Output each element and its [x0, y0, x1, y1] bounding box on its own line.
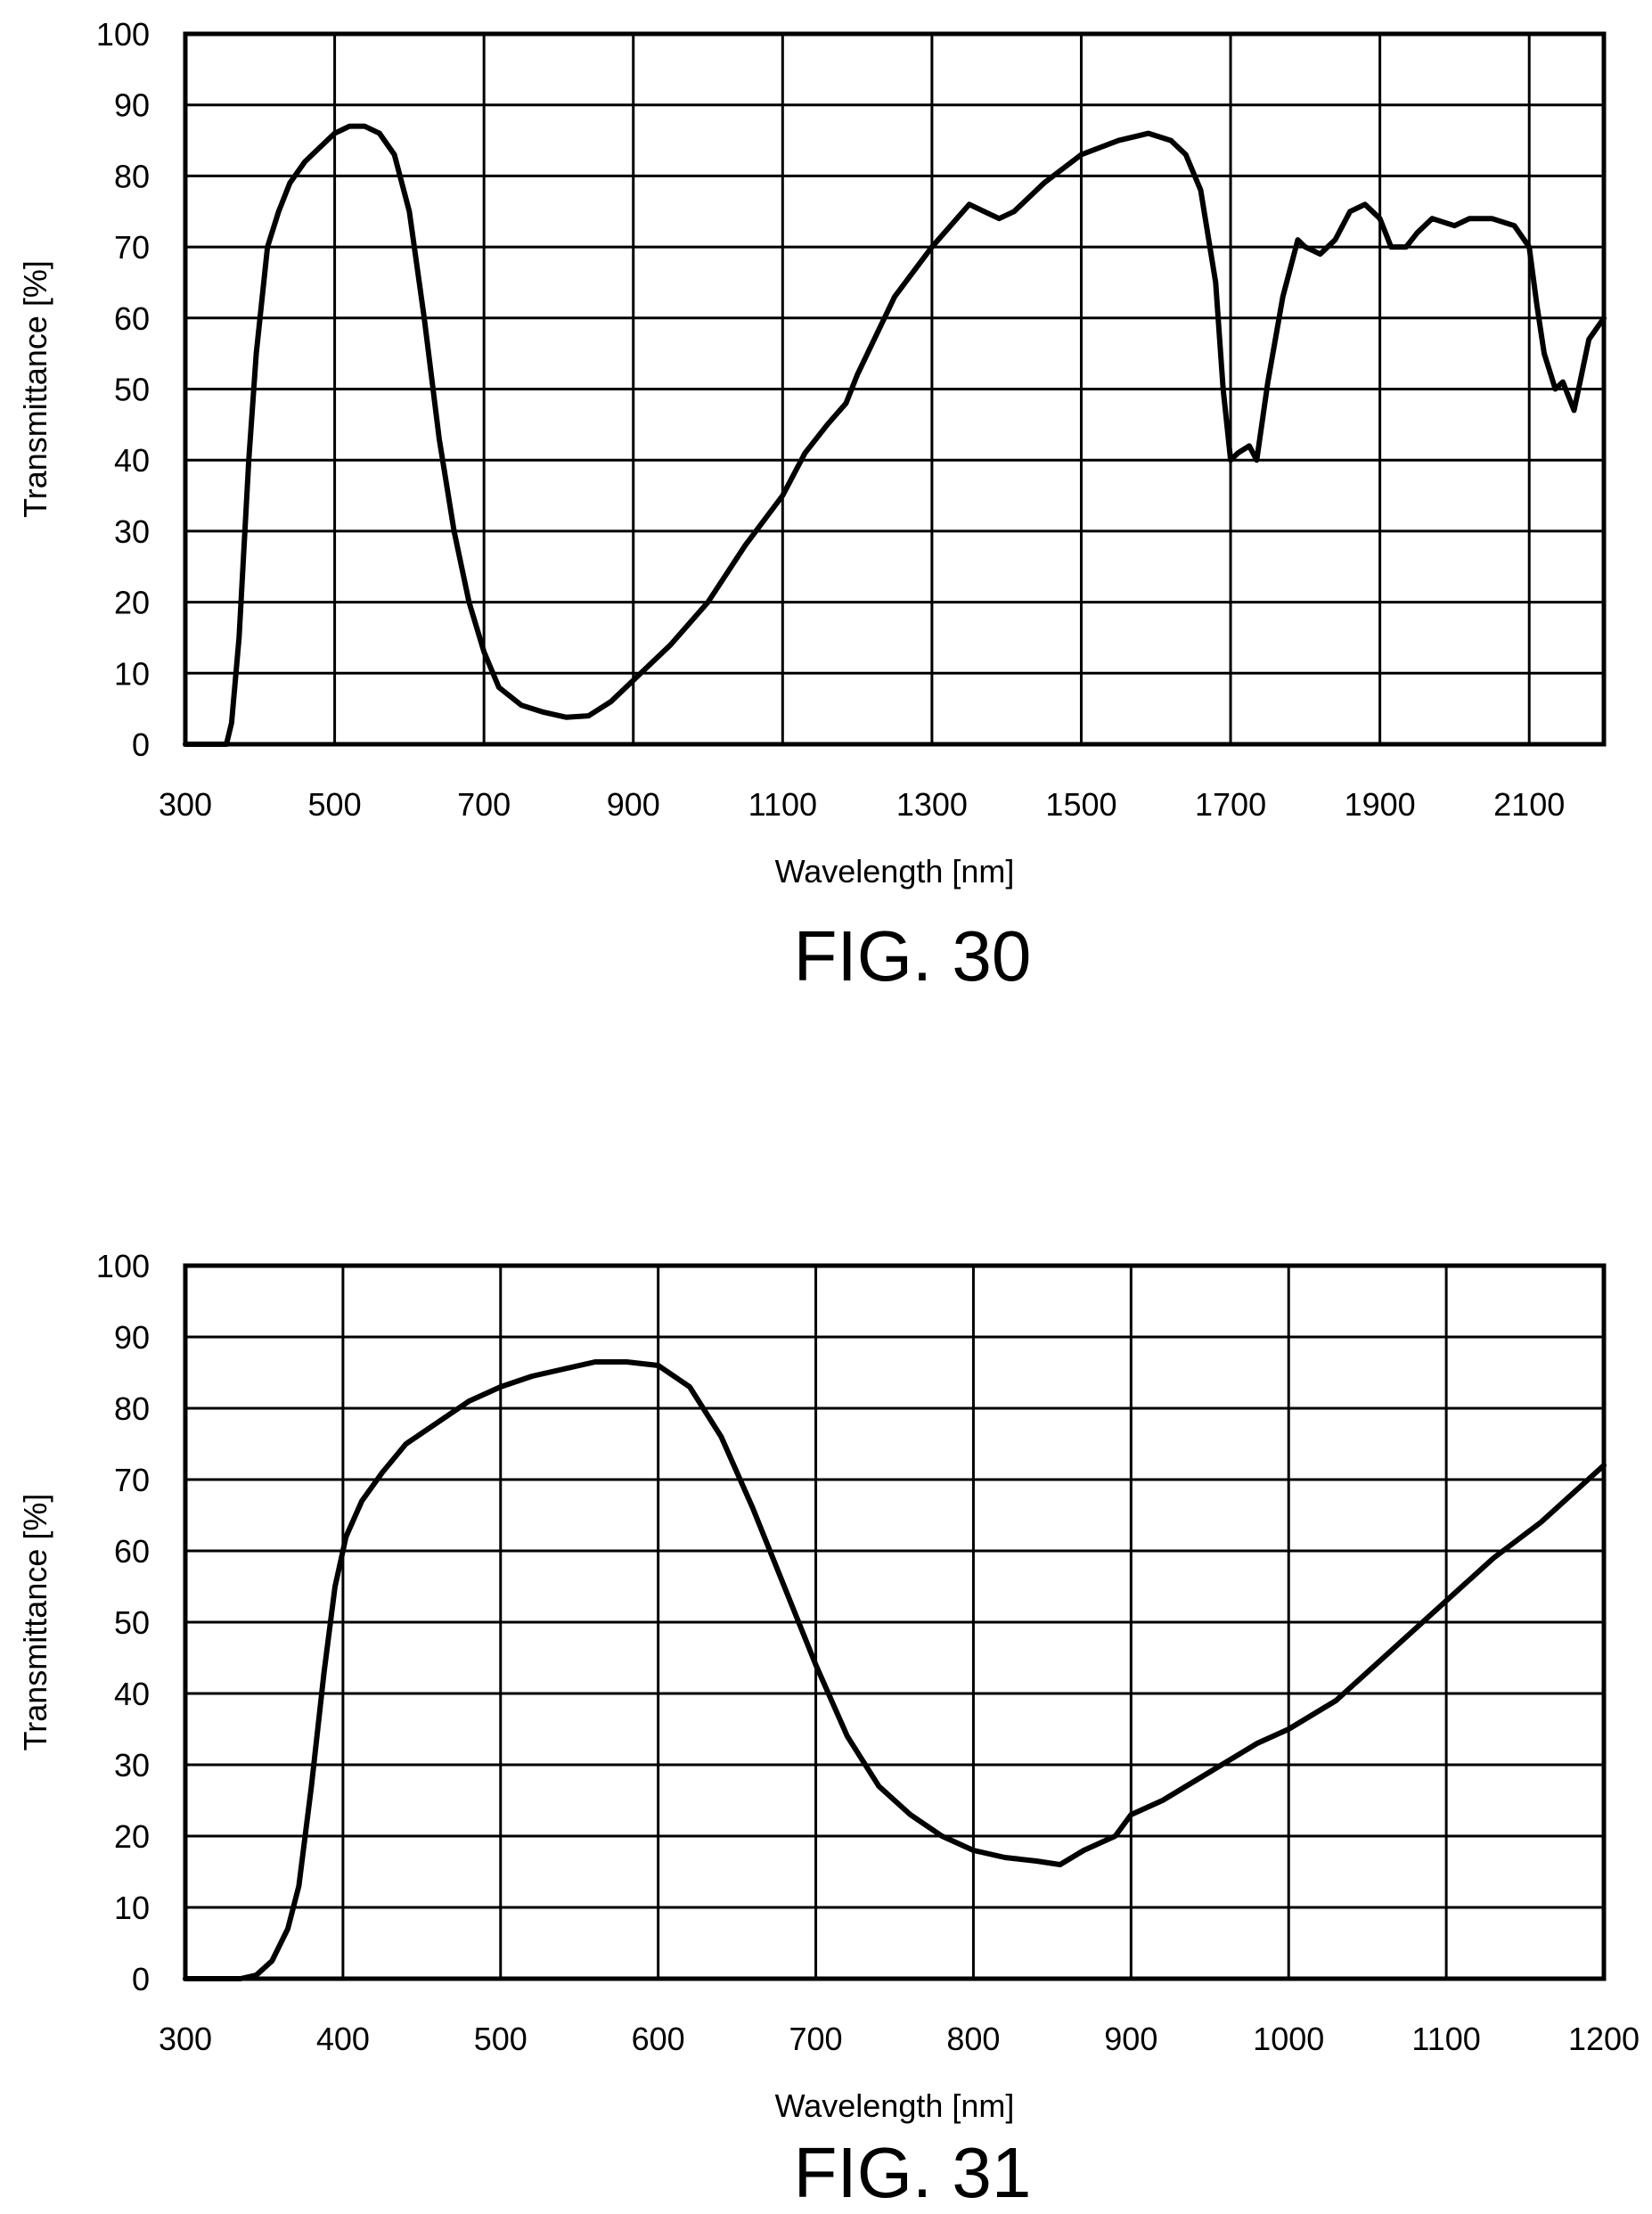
fig31-ytick-label: 30 [114, 1747, 150, 1784]
fig30-ytick-label: 90 [114, 87, 150, 124]
fig31-ytick-label: 10 [114, 1890, 150, 1926]
fig31-caption: FIG. 31 [794, 2133, 1032, 2212]
fig31-series-line-0 [183, 1359, 1607, 1981]
fig30-ytick-label: 70 [114, 229, 150, 266]
fig30-xtick-label: 1100 [748, 786, 817, 823]
fig30-ytick-label: 30 [114, 513, 150, 550]
fig30-series-line-0 [183, 123, 1607, 747]
fig31-ytick-label: 20 [114, 1818, 150, 1855]
fig31-xtick-label: 500 [474, 2021, 527, 2057]
fig31-ytick-label: 80 [114, 1390, 150, 1427]
fig31-xtick-label: 400 [316, 2021, 370, 2057]
fig30-ylabel: Transmittance [%] [17, 260, 53, 518]
fig30-xtick-label: 2100 [1493, 786, 1565, 823]
fig31-ytick-label: 40 [114, 1676, 150, 1712]
chart-fig31: 0 10 20 30 40 50 60 70 80 90 100 300 400 500 600 700 800… [17, 1248, 1640, 2212]
fig31-xtick-label: 1100 [1411, 2021, 1480, 2057]
fig31-xtick-label: 1000 [1253, 2021, 1324, 2057]
fig30-plot-frame [183, 31, 1607, 747]
fig31-ytick-label: 100 [96, 1248, 150, 1284]
fig31-plot-frame [183, 1263, 1607, 1981]
fig30-xtick-label: 1300 [896, 786, 968, 823]
fig31-xtick-label: 700 [789, 2021, 843, 2057]
fig30-xtick-label: 900 [607, 786, 660, 823]
fig30-xtick-label: 500 [308, 786, 362, 823]
figure-30: 0 10 20 30 40 50 60 70 80 90 100 300 500 700 900 1100 13… [0, 0, 1652, 1016]
fig31-xtick-label: 900 [1104, 2021, 1157, 2057]
fig30-xtick-label: 300 [159, 786, 212, 823]
fig30-ytick-label: 100 [96, 16, 150, 53]
fig31-ytick-label: 90 [114, 1319, 150, 1356]
fig30-xtick-label: 1500 [1045, 786, 1116, 823]
figure-31: 0 10 20 30 40 50 60 70 80 90 100 300 400 500 600 700 800… [0, 1221, 1652, 2214]
fig31-xtick-label: 800 [946, 2021, 1000, 2057]
fig30-xtick-label: 1700 [1195, 786, 1266, 823]
fig30-ytick-label: 60 [114, 300, 150, 337]
fig31-xtick-label: 600 [632, 2021, 685, 2057]
fig31-ytick-label: 50 [114, 1604, 150, 1641]
fig30-ytick-label: 40 [114, 442, 150, 479]
fig30-ytick-label: 80 [114, 158, 150, 194]
fig31-ylabel: Transmittance [%] [17, 1494, 53, 1751]
fig31-xlabel: Wavelength [nm] [775, 2087, 1015, 2124]
fig31-ytick-label: 0 [132, 1961, 150, 1997]
fig31-xtick-label: 1200 [1568, 2021, 1640, 2057]
fig30-xtick-label: 700 [457, 786, 511, 823]
fig30-ytick-label: 20 [114, 585, 150, 621]
fig30-ytick-label: 10 [114, 655, 150, 692]
fig31-xtick-label: 300 [159, 2021, 212, 2057]
fig30-xtick-label: 1900 [1345, 786, 1416, 823]
fig30-ytick-label: 50 [114, 372, 150, 408]
fig31-ytick-label: 70 [114, 1462, 150, 1498]
fig30-xlabel: Wavelength [nm] [775, 853, 1015, 890]
fig30-ytick-label: 0 [132, 726, 150, 763]
chart-fig30: 0 10 20 30 40 50 60 70 80 90 100 300 500 700 900 1100 13… [17, 16, 1607, 996]
fig31-ytick-label: 60 [114, 1533, 150, 1570]
fig30-caption: FIG. 30 [794, 916, 1032, 996]
